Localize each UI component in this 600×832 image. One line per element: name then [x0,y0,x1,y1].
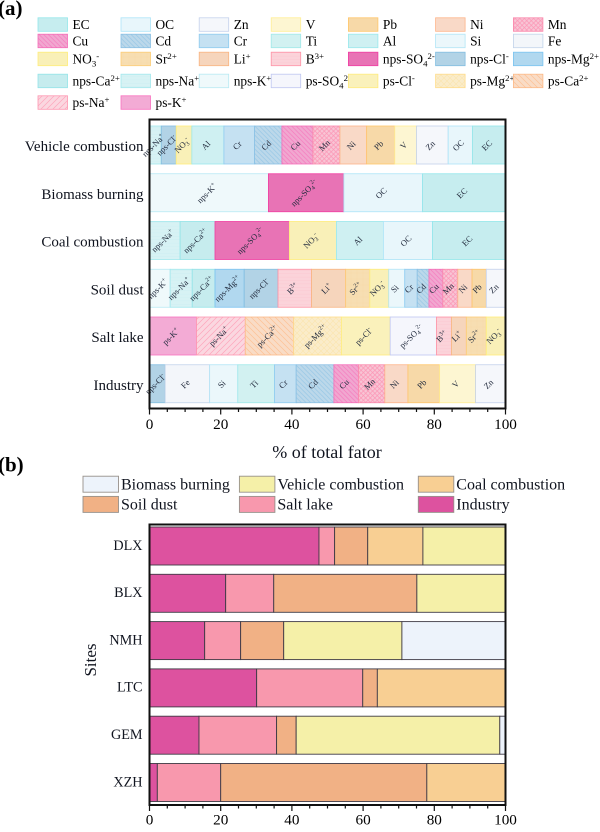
svg-text:Al: Al [383,34,397,49]
svg-text:Si: Si [470,34,481,49]
svg-text:Industry: Industry [456,497,509,514]
svg-text:80: 80 [427,812,443,829]
svg-text:nps-K+: nps-K+ [234,73,272,89]
svg-text:Sr2+: Sr2+ [347,280,364,297]
svg-text:nps-Ca2+: nps-Ca2+ [73,73,120,89]
svg-text:20: 20 [213,812,229,829]
svg-text:Vehicle combustion: Vehicle combustion [25,139,144,155]
svg-text:Industry: Industry [94,378,144,394]
svg-text:60: 60 [356,812,372,829]
svg-text:Ni: Ni [470,17,484,32]
svg-text:Biomass burning: Biomass burning [121,476,230,493]
svg-text:ps-Ca2+: ps-Ca2+ [548,73,589,89]
svg-text:0: 0 [146,812,154,829]
svg-text:B3+: B3+ [306,51,324,67]
svg-text:40: 40 [284,416,300,433]
svg-text:GEM: GEM [111,727,143,743]
svg-text:Salt lake: Salt lake [277,497,333,514]
svg-text:Li+: Li+ [449,328,464,343]
svg-text:Mn: Mn [548,17,567,32]
svg-text:ps-Cl-: ps-Cl- [383,73,415,89]
svg-text:Sites: Sites [81,643,100,676]
svg-text:Biomass burning: Biomass burning [41,187,144,203]
svg-text:ps-SO42-: ps-SO42- [306,73,351,90]
svg-text:Vehicle combustion: Vehicle combustion [277,476,404,493]
svg-text:BLX: BLX [114,585,142,601]
svg-text:0: 0 [146,416,154,433]
svg-text:Soil dust: Soil dust [121,497,178,514]
svg-text:ps-K+: ps-K+ [156,94,187,110]
svg-text:Fe: Fe [548,34,561,49]
svg-text:DLX: DLX [113,538,142,554]
svg-text:Ti: Ti [306,34,318,49]
svg-text:100: 100 [494,416,517,433]
svg-text:20: 20 [213,416,229,433]
svg-text:NMH: NMH [109,632,142,648]
svg-text:Cr: Cr [234,34,248,49]
svg-text:V: V [306,17,316,32]
svg-text:Li+: Li+ [234,51,251,67]
svg-text:60: 60 [356,416,372,433]
svg-text:EC: EC [73,17,90,32]
svg-text:Li+: Li+ [319,281,334,296]
svg-text:nps-SO42-: nps-SO42- [383,51,435,68]
svg-text:Pb: Pb [383,17,397,32]
svg-text:Zn: Zn [234,17,249,32]
svg-text:nps-Cl-: nps-Cl- [470,51,509,67]
svg-text:100: 100 [494,812,517,829]
svg-text:Sr2+: Sr2+ [156,51,177,67]
svg-text:Cu: Cu [73,34,89,49]
svg-text:% of total fator: % of total fator [272,442,381,462]
svg-text:Sr2+: Sr2+ [466,327,483,344]
svg-text:NO3-: NO3- [73,51,100,68]
svg-text:ps-Mg2+: ps-Mg2+ [470,73,514,89]
svg-text:40: 40 [284,812,300,829]
svg-text:XZH: XZH [113,774,142,790]
svg-text:OC: OC [156,17,175,32]
svg-text:B3+: B3+ [434,328,450,344]
svg-text:Coal combustion: Coal combustion [41,235,144,251]
svg-text:80: 80 [427,416,443,433]
svg-text:Coal combustion: Coal combustion [456,476,565,493]
svg-text:nps-Na+: nps-Na+ [156,73,200,89]
svg-text:(a): (a) [0,0,23,20]
svg-text:nps-Mg2+: nps-Mg2+ [548,51,599,67]
svg-text:LTC: LTC [117,680,143,696]
svg-text:B3+: B3+ [285,280,301,296]
svg-text:Soil dust: Soil dust [91,282,145,298]
svg-text:ps-Na+: ps-Na+ [73,94,110,110]
svg-text:Salt lake: Salt lake [91,330,143,346]
svg-text:Cd: Cd [156,34,172,49]
svg-text:(b): (b) [0,453,24,477]
